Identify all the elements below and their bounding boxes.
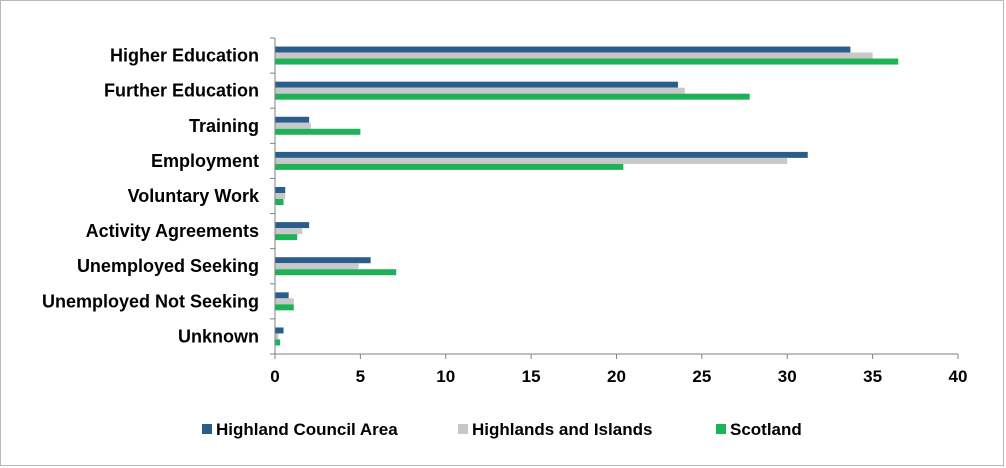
bar xyxy=(275,128,361,135)
bar xyxy=(275,234,298,241)
legend-swatch xyxy=(716,424,726,434)
bar xyxy=(275,46,851,53)
legend-label: Highland Council Area xyxy=(216,420,398,439)
x-tick-label: 25 xyxy=(692,367,711,386)
legend-label: Scotland xyxy=(730,420,802,439)
category-label: Unknown xyxy=(178,326,259,346)
bar xyxy=(275,58,899,65)
bar xyxy=(275,116,310,123)
bar xyxy=(275,93,750,100)
bar xyxy=(275,199,284,205)
category-label: Further Education xyxy=(104,81,259,101)
x-tick-label: 15 xyxy=(522,367,541,386)
x-tick-label: 30 xyxy=(778,367,797,386)
legend-swatch xyxy=(458,424,468,434)
bar xyxy=(275,263,359,270)
bar xyxy=(275,87,685,94)
bar xyxy=(275,187,286,193)
bar xyxy=(275,327,284,334)
category-label: Employment xyxy=(151,151,259,171)
bar xyxy=(275,298,294,305)
category-label: Higher Education xyxy=(110,46,259,66)
bar xyxy=(275,163,624,170)
x-tick-label: 40 xyxy=(949,367,968,386)
category-label: Activity Agreements xyxy=(86,221,259,241)
bar xyxy=(275,292,289,299)
category-label: Unemployed Seeking xyxy=(77,256,259,276)
axes xyxy=(270,37,959,359)
category-label: Unemployed Not Seeking xyxy=(42,291,259,311)
category-labels: Higher Education Further Education Trainin… xyxy=(42,46,260,347)
bar xyxy=(275,228,303,235)
legend: Highland Council Area Highlands and Islan… xyxy=(202,420,802,439)
bar xyxy=(275,304,294,311)
bar xyxy=(275,257,371,264)
bar xyxy=(275,333,279,340)
x-tick-label: 10 xyxy=(436,367,455,386)
category-label: Training xyxy=(189,116,259,136)
bar xyxy=(275,339,281,346)
x-tick-label: 0 xyxy=(270,367,279,386)
x-tick-label: 35 xyxy=(863,367,882,386)
bar xyxy=(275,222,310,229)
x-tick-label: 5 xyxy=(356,367,365,386)
x-tick-labels: 0 5 10 15 20 25 30 35 40 xyxy=(270,367,967,386)
bar xyxy=(275,193,286,199)
category-label: Voluntary Work xyxy=(128,186,260,206)
legend-label: Highlands and Islands xyxy=(472,420,652,439)
bar xyxy=(275,52,873,59)
bar xyxy=(275,81,678,88)
bar xyxy=(275,122,311,129)
bar xyxy=(275,151,808,158)
bars xyxy=(275,46,899,346)
x-tick-label: 20 xyxy=(607,367,626,386)
bar xyxy=(275,269,397,276)
bar xyxy=(275,157,788,164)
legend-swatch xyxy=(202,424,212,434)
